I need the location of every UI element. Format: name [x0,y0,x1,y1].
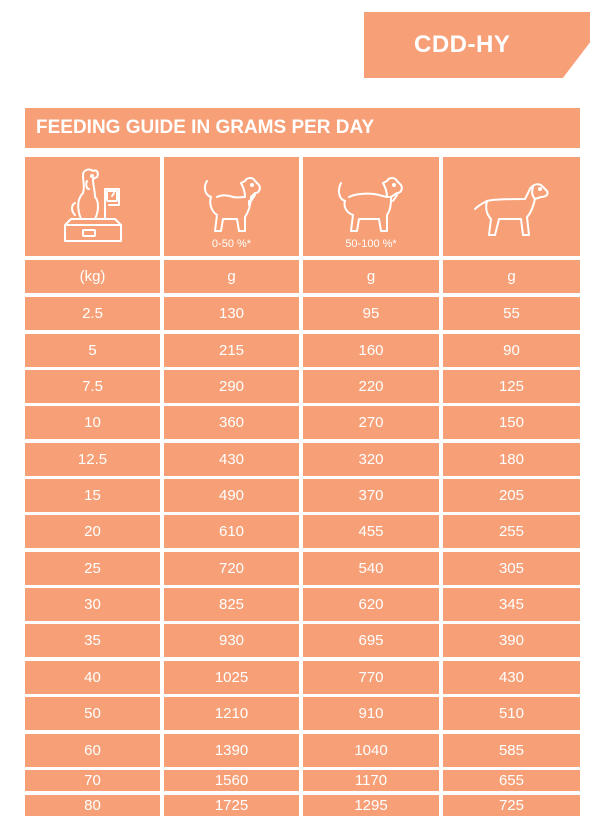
table-row: 30 825 620 345 [25,588,580,621]
grams-cell: 305 [443,552,580,585]
grams-cell: 370 [303,479,439,512]
grams-cell: 90 [443,334,580,367]
title-bar: FEEDING GUIDE IN GRAMS PER DAY [25,108,580,148]
grams-cell: 695 [303,624,439,657]
grams-cell: 125 [443,370,580,403]
grams-cell: 770 [303,661,439,694]
table-row: 40 1025 770 430 [25,661,580,694]
grams-cell: 160 [303,334,439,367]
header-overweight-50-100-cell: 50-100 %* [303,157,439,256]
dog-on-scale-icon [61,157,125,245]
product-code: CDD-HY [414,31,511,58]
table-row: 10 360 270 150 [25,406,580,439]
weight-cell: 80 [25,795,160,816]
weight-cell: 7.5 [25,370,160,403]
table-row: 20 610 455 255 [25,515,580,548]
table-row: 25 720 540 305 [25,552,580,585]
unit-cell: (kg) [25,260,160,293]
grams-cell: 1170 [303,770,439,791]
grams-cell: 180 [443,443,580,476]
grams-cell: 1390 [164,734,299,767]
page-title: FEEDING GUIDE IN GRAMS PER DAY [36,117,375,138]
weight-cell: 70 [25,770,160,791]
grams-cell: 620 [303,588,439,621]
dog-icon [469,157,553,239]
grams-cell: 610 [164,515,299,548]
grams-cell: 720 [164,552,299,585]
table-row: 60 1390 1040 585 [25,734,580,767]
unit-cell: g [164,260,299,293]
table-row: 15 490 370 205 [25,479,580,512]
weight-cell: 30 [25,588,160,621]
weight-cell: 15 [25,479,160,512]
grams-cell: 95 [303,297,439,330]
header-overweight-0-50-cell: 0-50 %* [164,157,299,256]
unit-cell: g [443,260,580,293]
table-row: 35 930 695 390 [25,624,580,657]
table-row: 5 215 160 90 [25,334,580,367]
grams-cell: 205 [443,479,580,512]
table-header-row: 0-50 %* 50-100 %* [25,157,580,256]
grams-cell: 290 [164,370,299,403]
grams-cell: 1295 [303,795,439,816]
grams-cell: 910 [303,697,439,730]
grams-cell: 510 [443,697,580,730]
overweight-label-0-50: 0-50 %* [211,238,252,250]
grams-cell: 320 [303,443,439,476]
grams-cell: 825 [164,588,299,621]
grams-cell: 1560 [164,770,299,791]
grams-cell: 130 [164,297,299,330]
grams-cell: 725 [443,795,580,816]
grams-cell: 455 [303,515,439,548]
table-row: 70 1560 1170 655 [25,770,580,791]
product-code-badge: CDD-HY [364,12,590,78]
medium-dog-icon [333,157,409,237]
grams-cell: 430 [443,661,580,694]
header-weight-cell [25,157,160,256]
weight-cell: 20 [25,515,160,548]
weight-cell: 60 [25,734,160,767]
grams-cell: 150 [443,406,580,439]
weight-cell: 25 [25,552,160,585]
grams-cell: 930 [164,624,299,657]
weight-cell: 5 [25,334,160,367]
weight-cell: 2.5 [25,297,160,330]
grams-cell: 55 [443,297,580,330]
grams-cell: 255 [443,515,580,548]
weight-cell: 50 [25,697,160,730]
grams-cell: 540 [303,552,439,585]
table-row: 50 1210 910 510 [25,697,580,730]
grams-cell: 360 [164,406,299,439]
header-normal-weight-cell [443,157,580,256]
table-row: 12.5 430 320 180 [25,443,580,476]
weight-cell: 10 [25,406,160,439]
table-row: 80 1725 1295 725 [25,795,580,816]
units-row: (kg) g g g [25,260,580,293]
grams-cell: 215 [164,334,299,367]
grams-cell: 585 [443,734,580,767]
table-row: 2.5 130 95 55 [25,297,580,330]
grams-cell: 220 [303,370,439,403]
grams-cell: 1025 [164,661,299,694]
grams-cell: 1040 [303,734,439,767]
weight-cell: 40 [25,661,160,694]
grams-cell: 270 [303,406,439,439]
grams-cell: 430 [164,443,299,476]
weight-cell: 12.5 [25,443,160,476]
weight-cell: 35 [25,624,160,657]
overweight-label-50-100: 50-100 %* [345,238,397,250]
grams-cell: 1210 [164,697,299,730]
grams-cell: 345 [443,588,580,621]
unit-cell: g [303,260,439,293]
grams-cell: 1725 [164,795,299,816]
grams-cell: 655 [443,770,580,791]
table-row: 7.5 290 220 125 [25,370,580,403]
grams-cell: 390 [443,624,580,657]
small-dog-icon [197,157,267,237]
grams-cell: 490 [164,479,299,512]
